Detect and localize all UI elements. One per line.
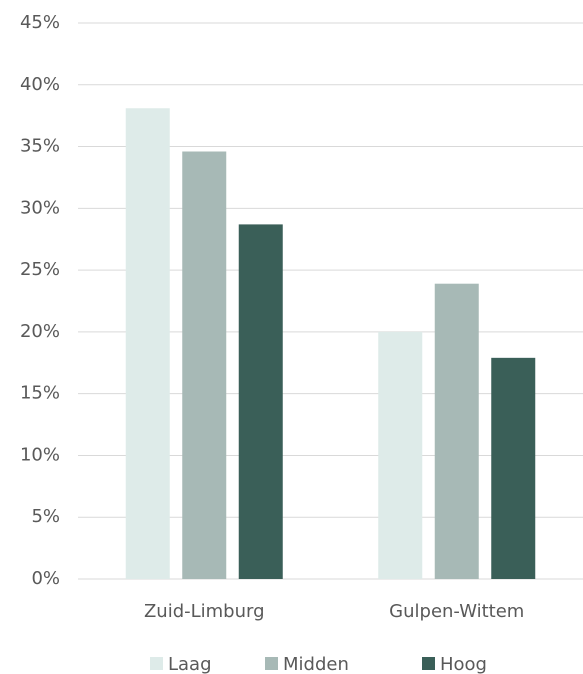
legend-swatch [422, 657, 435, 670]
bar [182, 151, 227, 579]
bar [125, 108, 170, 580]
legend-swatch [265, 657, 278, 670]
x-tick-label: Gulpen-Wittem [389, 601, 524, 622]
legend-label: Hoog [440, 654, 487, 674]
bar [378, 331, 423, 579]
y-tick-label: 20% [20, 321, 60, 342]
x-tick-label: Zuid-Limburg [144, 601, 265, 622]
legend-swatch [150, 657, 163, 670]
y-tick-label: 25% [20, 259, 60, 280]
y-tick-label: 30% [20, 197, 60, 218]
bar [491, 357, 536, 579]
legend-label: Midden [283, 654, 349, 674]
y-tick-label: 45% [20, 12, 60, 33]
legend-label: Laag [168, 654, 212, 674]
y-tick-label: 15% [20, 383, 60, 404]
y-tick-label: 5% [31, 506, 60, 527]
bar [434, 283, 479, 579]
y-tick-label: 40% [20, 74, 60, 95]
y-tick-label: 35% [20, 136, 60, 157]
bar [238, 224, 283, 579]
y-tick-label: 0% [31, 568, 60, 589]
y-tick-label: 10% [20, 444, 60, 465]
